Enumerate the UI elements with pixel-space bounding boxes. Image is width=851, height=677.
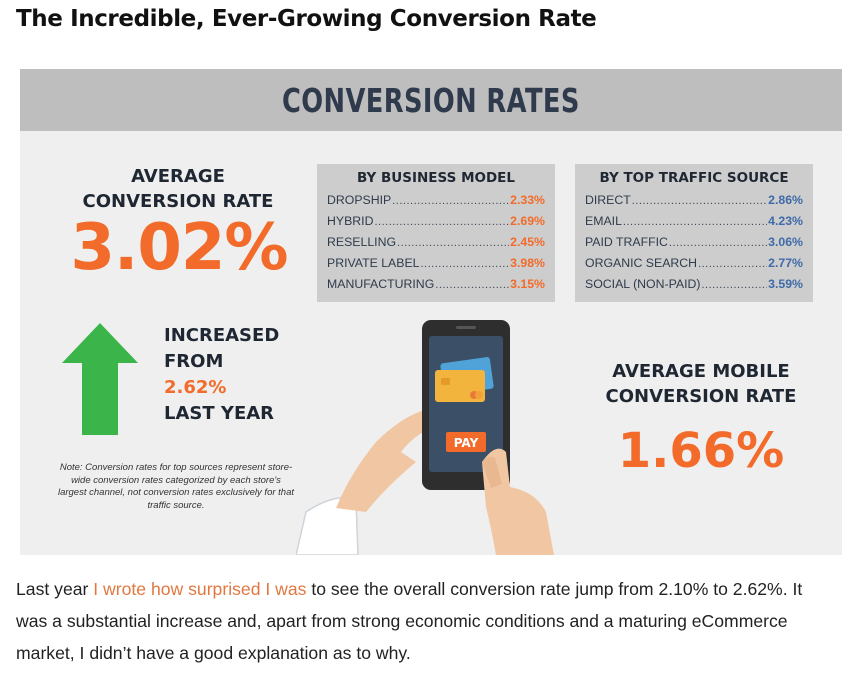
- average-conversion-value: 3.02%: [70, 211, 288, 285]
- dot-leader: ........................................…: [420, 258, 510, 270]
- left-hand-shape: [336, 407, 444, 512]
- dot-leader: ........................................…: [392, 195, 510, 207]
- row-value: 2.69%: [510, 214, 545, 228]
- card-chip-shape: [441, 378, 450, 385]
- row-name: RESELLING: [327, 235, 397, 249]
- mobile-conversion-value: 1.66%: [617, 423, 785, 479]
- increased-line4: LAST YEAR: [164, 403, 275, 424]
- traffic-source-panel: BY TOP TRAFFIC SOURCE DIRECT............…: [575, 164, 813, 302]
- mobile-label-line1: AVERAGE MOBILE: [612, 361, 790, 382]
- row-name: DIRECT: [585, 193, 631, 207]
- increased-from-text: INCREASED FROM 2.62% LAST YEAR: [164, 323, 279, 427]
- pay-button-shape: [446, 432, 486, 452]
- phone-payment-illustration: PAY: [296, 320, 554, 555]
- list-item: SOCIAL (NON-PAID).......................…: [585, 277, 803, 298]
- dot-leader: ........................................…: [622, 216, 767, 228]
- phone-speaker-shape: [456, 326, 476, 329]
- dot-leader: ........................................…: [631, 195, 767, 207]
- row-name: PAID TRAFFIC: [585, 235, 668, 249]
- row-name: HYBRID: [327, 214, 374, 228]
- row-value: 2.77%: [768, 256, 803, 270]
- dot-leader: ........................................…: [698, 258, 767, 270]
- row-value: 4.23%: [768, 214, 803, 228]
- row-value: 3.06%: [768, 235, 803, 249]
- previous-rate-value: 2.62%: [164, 377, 227, 398]
- list-item: EMAIL...................................…: [585, 214, 803, 235]
- row-name: SOCIAL (NON-PAID): [585, 277, 701, 291]
- row-name: PRIVATE LABEL: [327, 256, 420, 270]
- average-label-line2: CONVERSION RATE: [82, 191, 274, 212]
- business-model-rows: DROPSHIP................................…: [327, 193, 545, 298]
- row-name: ORGANIC SEARCH: [585, 256, 698, 270]
- average-conversion-label: AVERAGE CONVERSION RATE: [58, 164, 298, 214]
- paragraph-text-end: to see the overall conversion rate jump …: [16, 579, 803, 663]
- finger-shape: [482, 456, 502, 488]
- right-hand-shape: [482, 448, 554, 555]
- infographic-banner: CONVERSION RATES: [20, 69, 842, 131]
- dot-leader: ........................................…: [701, 279, 767, 291]
- mobile-conversion-label: AVERAGE MOBILE CONVERSION RATE: [586, 359, 816, 409]
- traffic-source-title: BY TOP TRAFFIC SOURCE: [599, 170, 789, 186]
- card-logo-shape-2: [475, 391, 483, 399]
- conversion-rates-infographic: CONVERSION RATES AVERAGE CONVERSION RATE…: [20, 69, 842, 555]
- banner-title: CONVERSION RATES: [282, 80, 580, 120]
- list-item: HYBRID..................................…: [327, 214, 545, 235]
- row-value: 2.86%: [768, 193, 803, 207]
- footnote: Note: Conversion rates for top sources r…: [57, 462, 295, 511]
- list-item: MANUFACTURING...........................…: [327, 277, 545, 298]
- row-value: 3.15%: [510, 277, 545, 291]
- row-name: EMAIL: [585, 214, 622, 228]
- green-up-arrow-icon: [62, 323, 138, 435]
- list-item: PAID TRAFFIC............................…: [585, 235, 803, 256]
- business-model-panel: BY BUSINESS MODEL DROPSHIP..............…: [317, 164, 555, 302]
- dot-leader: ........................................…: [668, 237, 768, 249]
- list-item: DIRECT..................................…: [585, 193, 803, 214]
- list-item: RESELLING...............................…: [327, 235, 545, 256]
- increased-line2: FROM: [164, 351, 224, 372]
- row-value: 3.59%: [768, 277, 803, 291]
- body-paragraph: Last year I wrote how surprised I was to…: [16, 573, 834, 669]
- traffic-source-rows: DIRECT..................................…: [585, 193, 803, 298]
- row-value: 3.98%: [510, 256, 545, 270]
- row-name: MANUFACTURING: [327, 277, 435, 291]
- mobile-label-line2: CONVERSION RATE: [605, 386, 797, 407]
- dot-leader: ........................................…: [435, 279, 509, 291]
- surprised-link[interactable]: I wrote how surprised I was: [93, 579, 307, 599]
- dot-leader: ........................................…: [374, 216, 509, 228]
- pay-button-label: PAY: [454, 436, 479, 450]
- row-value: 2.45%: [510, 235, 545, 249]
- paragraph-text-start: Last year: [16, 579, 94, 599]
- row-name: DROPSHIP: [327, 193, 392, 207]
- increased-line1: INCREASED: [164, 325, 280, 346]
- row-value: 2.33%: [510, 193, 545, 207]
- list-item: ORGANIC SEARCH..........................…: [585, 256, 803, 277]
- list-item: DROPSHIP................................…: [327, 193, 545, 214]
- list-item: PRIVATE LABEL...........................…: [327, 256, 545, 277]
- page-heading: The Incredible, Ever-Growing Conversion …: [16, 6, 597, 32]
- business-model-title: BY BUSINESS MODEL: [356, 170, 516, 186]
- average-label-line1: AVERAGE: [131, 166, 225, 187]
- dot-leader: ........................................…: [397, 237, 509, 249]
